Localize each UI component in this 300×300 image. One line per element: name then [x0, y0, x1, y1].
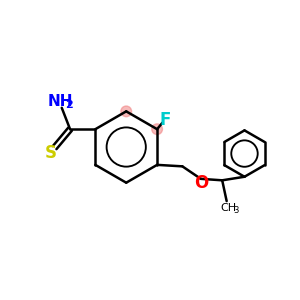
Circle shape — [152, 124, 163, 134]
Text: NH: NH — [47, 94, 73, 109]
Text: F: F — [160, 111, 171, 129]
Text: O: O — [194, 174, 208, 192]
Text: S: S — [45, 144, 57, 162]
Text: 3: 3 — [234, 206, 239, 215]
Circle shape — [121, 106, 132, 117]
Text: CH: CH — [220, 203, 236, 213]
Text: 2: 2 — [65, 100, 73, 110]
